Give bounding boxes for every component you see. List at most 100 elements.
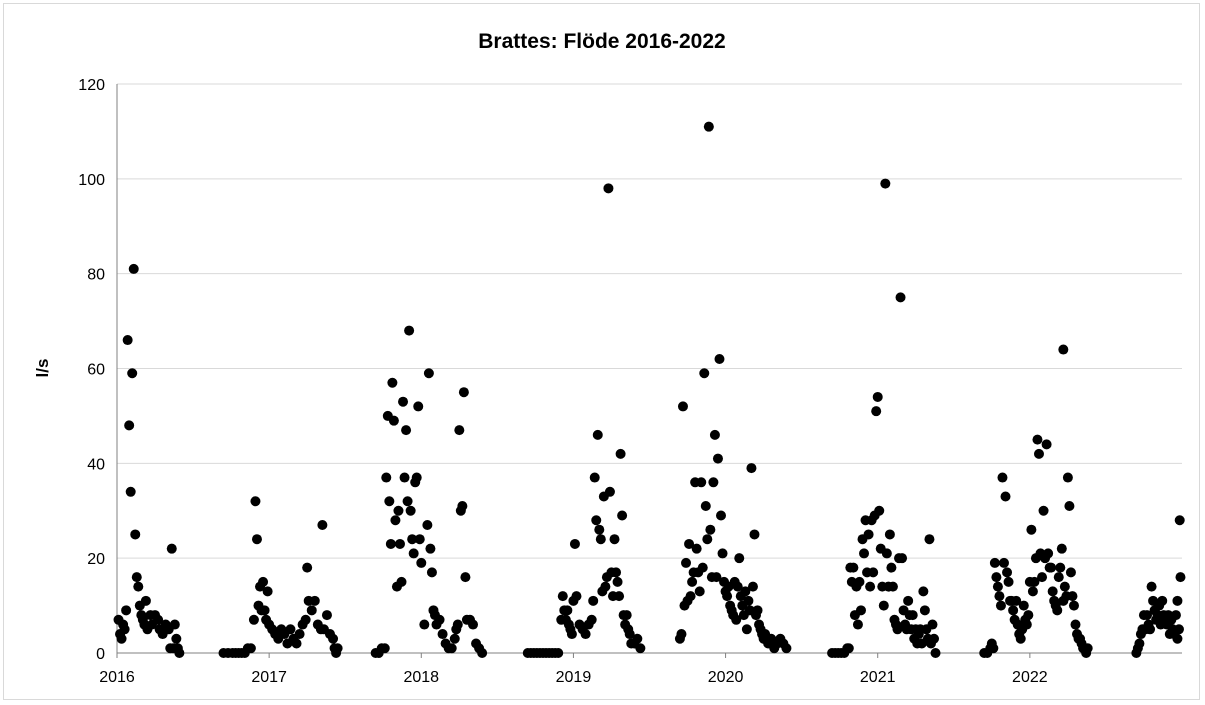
data-point (711, 572, 722, 583)
data-point (1175, 572, 1186, 583)
data-point (248, 614, 259, 625)
data-point (696, 477, 707, 488)
data-point (591, 515, 602, 526)
data-point (681, 557, 692, 568)
data-point (700, 501, 711, 512)
data-point (924, 534, 935, 545)
x-tick-label: 2021 (860, 669, 896, 686)
data-point (401, 425, 412, 436)
data-point (615, 448, 626, 459)
data-point (749, 529, 760, 540)
y-tick-label: 100 (78, 172, 105, 189)
data-point (1068, 600, 1079, 611)
data-point (388, 415, 399, 426)
data-point (171, 633, 182, 644)
data-point (285, 624, 296, 635)
data-point (705, 524, 716, 535)
data-point (1027, 586, 1038, 597)
data-point (122, 335, 133, 346)
data-point (989, 557, 1000, 568)
data-point (746, 463, 757, 474)
data-point (169, 619, 180, 630)
data-point (1056, 543, 1067, 554)
data-point (684, 538, 695, 549)
data-point (258, 576, 269, 587)
data-point (1173, 624, 1184, 635)
data-point (734, 553, 745, 564)
data-point (166, 543, 177, 554)
data-point (621, 610, 632, 621)
x-tick-labels: 2016 2017 2018 2019 2020 2021 2022 (99, 669, 1048, 686)
data-point (116, 633, 127, 644)
data-point (604, 486, 615, 497)
data-point (332, 643, 343, 654)
data-point (121, 605, 132, 616)
data-point (1067, 591, 1078, 602)
data-point (434, 614, 445, 625)
data-point (1052, 605, 1063, 616)
data-point (699, 368, 710, 379)
data-point (393, 505, 404, 516)
data-point (426, 567, 437, 578)
data-point (586, 614, 597, 625)
data-point (580, 629, 591, 640)
data-point (589, 472, 600, 483)
data-point (413, 401, 424, 412)
data-point (262, 586, 273, 597)
data-point (872, 391, 883, 402)
data-point (414, 534, 425, 545)
data-point (411, 472, 422, 483)
data-point (635, 643, 646, 654)
data-point (437, 629, 448, 640)
data-point (687, 576, 698, 587)
data-point (992, 581, 1003, 592)
data-point (402, 496, 413, 507)
data-point (1032, 434, 1043, 445)
data-point (863, 529, 874, 540)
data-point (609, 534, 620, 545)
data-point (603, 183, 614, 194)
data-point (1082, 643, 1093, 654)
data-point (1015, 633, 1026, 644)
data-point (717, 548, 728, 559)
data-point (927, 619, 938, 630)
data-point (128, 263, 139, 274)
data-point (897, 553, 908, 564)
data-point (394, 538, 405, 549)
data-point (399, 472, 410, 483)
x-tick-label: 2016 (99, 669, 135, 686)
data-point (419, 619, 430, 630)
data-point (250, 496, 261, 507)
data-point (127, 368, 138, 379)
chart-title: Brattes: Flöde 2016-2022 (478, 30, 725, 53)
data-point (716, 510, 727, 521)
data-point (1023, 610, 1034, 621)
data-point (868, 567, 879, 578)
data-point (446, 643, 457, 654)
data-point (449, 633, 460, 644)
data-point (385, 538, 396, 549)
data-point (991, 572, 1002, 583)
data-point (871, 406, 882, 417)
data-point (881, 548, 892, 559)
data-point (557, 591, 568, 602)
data-point (133, 581, 144, 592)
data-point (566, 629, 577, 640)
data-point (1021, 619, 1032, 630)
y-tick-label: 40 (87, 456, 105, 473)
y-axis-label: l/s (33, 359, 52, 378)
data-point (569, 538, 580, 549)
data-point (1170, 610, 1181, 621)
data-point (398, 396, 409, 407)
data-point (1046, 562, 1057, 573)
data-point (714, 354, 725, 365)
data-point (848, 562, 859, 573)
data-point (1018, 600, 1029, 611)
data-point (1037, 572, 1048, 583)
y-tick-label: 80 (87, 267, 105, 284)
data-point (1070, 619, 1081, 630)
data-point (1145, 624, 1156, 635)
data-point (1026, 524, 1037, 535)
data-point (317, 519, 328, 530)
data-point (1033, 448, 1044, 459)
